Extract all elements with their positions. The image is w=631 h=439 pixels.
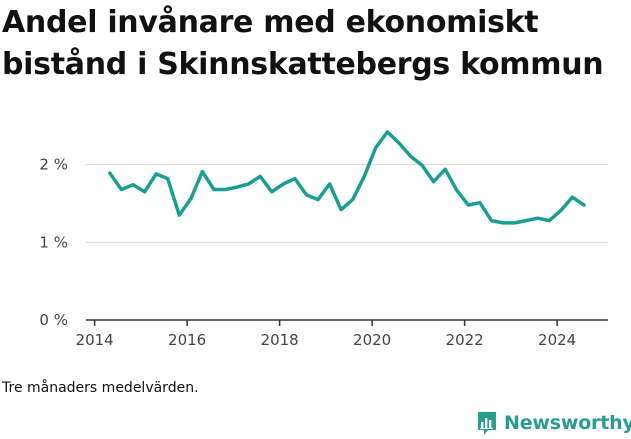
data-point <box>374 146 378 150</box>
data-point <box>166 177 170 181</box>
data-point <box>293 177 297 181</box>
data-point <box>131 183 135 187</box>
footnote: Tre månaders medelvärden. <box>2 380 199 396</box>
data-point <box>432 180 436 184</box>
data-point <box>177 213 181 217</box>
data-point <box>501 221 505 225</box>
data-point <box>247 182 251 186</box>
data-point <box>513 221 517 225</box>
data-point <box>108 171 112 175</box>
data-point <box>570 195 574 199</box>
x-tick-label: 2018 <box>261 331 299 349</box>
data-point <box>420 163 424 167</box>
data-point <box>119 187 123 191</box>
data-point <box>270 190 274 194</box>
data-points <box>108 130 586 225</box>
data-point <box>455 188 459 192</box>
data-point <box>328 182 332 186</box>
data-point <box>362 174 366 178</box>
data-point <box>397 141 401 145</box>
x-tick-label: 2020 <box>353 331 391 349</box>
data-point <box>339 208 343 212</box>
x-tick-label: 2024 <box>538 331 576 349</box>
chart-title: Andel invånare med ekonomiskt bistånd i … <box>2 5 604 82</box>
data-point <box>200 170 204 174</box>
data-point <box>582 203 586 207</box>
data-point <box>224 187 228 191</box>
grid-lines <box>86 164 608 321</box>
data-point <box>489 219 493 223</box>
data-point <box>478 201 482 205</box>
data-point <box>258 174 262 178</box>
data-point <box>189 197 193 201</box>
y-tick-label: 1 % <box>39 233 68 251</box>
data-point <box>385 130 389 134</box>
y-axis: 0 % 1 % 2 % <box>39 156 68 329</box>
data-point <box>154 172 158 176</box>
data-point <box>143 190 147 194</box>
data-point <box>212 187 216 191</box>
data-point <box>316 198 320 202</box>
y-tick-label: 2 % <box>39 156 68 174</box>
data-point <box>351 198 355 202</box>
data-point <box>466 203 470 207</box>
bar-chart-icon <box>478 412 496 435</box>
data-point <box>524 219 528 223</box>
brand-logo: Newsworthy <box>476 407 631 439</box>
data-point <box>235 185 239 189</box>
series-line <box>108 130 586 225</box>
x-tick-label: 2014 <box>76 331 114 349</box>
data-point <box>536 216 540 220</box>
data-point <box>547 219 551 223</box>
x-axis: 2014 2016 2018 2020 2022 2024 <box>76 320 576 349</box>
data-point <box>409 154 413 158</box>
x-tick-label: 2022 <box>446 331 484 349</box>
y-tick-label: 0 % <box>39 311 68 329</box>
data-point <box>304 193 308 197</box>
data-point <box>443 167 447 171</box>
data-point <box>281 182 285 186</box>
brand-name: Newsworthy <box>504 412 631 434</box>
data-point <box>559 208 563 212</box>
x-tick-label: 2016 <box>168 331 206 349</box>
